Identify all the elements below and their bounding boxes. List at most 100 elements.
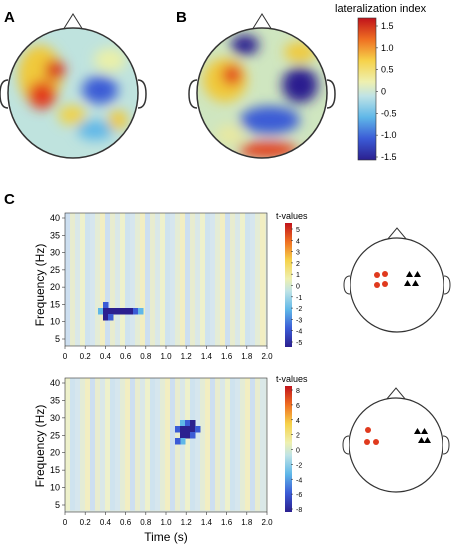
cluster-cell [175, 426, 181, 433]
colorbar-lateralization: lateralization index 1.5 1.0 0.5 0 -0.5 -1.0 -… [335, 3, 427, 162]
x-tick-label: 1.2 [181, 518, 193, 527]
colorbar-tick: 2 [296, 433, 300, 440]
y-tick-label: 15 [50, 465, 60, 475]
x-tick-label: 1.4 [201, 518, 213, 527]
colorbar-tick: -1.5 [381, 152, 397, 162]
cluster-cell [175, 438, 181, 445]
x-tick-label: 1.4 [201, 352, 213, 361]
cluster-cell [123, 308, 129, 315]
colorbar-tick: -0.5 [381, 108, 397, 118]
left-electrode-marker [373, 439, 379, 445]
cluster-cell [103, 308, 109, 315]
right-electrode-marker [418, 437, 425, 443]
cluster-cell [113, 308, 119, 315]
colorbar-title: t-values [276, 374, 308, 384]
right-electrode-marker [404, 280, 411, 286]
x-tick-label: 1.8 [241, 518, 253, 527]
y-tick-label: 5 [55, 334, 60, 344]
colorbar-tick: 1.5 [381, 21, 394, 31]
colorbar-tick: 4 [296, 238, 300, 245]
colorbar-tick: 1.0 [381, 43, 394, 53]
y-tick-label: 40 [50, 213, 60, 223]
y-tick-label: 10 [50, 483, 60, 493]
y-tick-label: 40 [50, 378, 60, 388]
colorbar-tick: 1 [296, 272, 300, 279]
colorbar-tick: 2 [296, 261, 300, 268]
colorbar-tick: -4 [296, 477, 302, 484]
colorbar-tick: 0.5 [381, 65, 394, 75]
cluster-cell [190, 426, 196, 433]
y-tick-label: 25 [50, 265, 60, 275]
cluster-cell [128, 308, 134, 315]
x-tick-label: 1.2 [181, 352, 193, 361]
y-tick-label: 35 [50, 395, 60, 405]
tf-ylabel: Frequency (Hz) [33, 405, 47, 488]
y-tick-label: 20 [50, 448, 60, 458]
x-tick-label: 0 [63, 352, 68, 361]
cluster-cell [195, 426, 201, 433]
cluster-cell [190, 420, 196, 427]
right-electrode-marker [406, 271, 413, 277]
x-tick-label: 1.6 [221, 518, 233, 527]
x-tick-label: 0.8 [140, 352, 152, 361]
cluster-cell [185, 426, 191, 433]
colorbar-tick: 4 [296, 418, 300, 425]
cluster-cell [103, 302, 109, 309]
colorbar-tick: -2 [296, 462, 302, 469]
right-electrode-marker [414, 428, 421, 434]
y-tick-label: 35 [50, 230, 60, 240]
x-tick-label: 0.6 [120, 518, 132, 527]
cluster-cell [185, 432, 191, 439]
colorbar-tick: -6 [296, 492, 302, 499]
left-electrode-marker [374, 272, 380, 278]
y-tick-label: 30 [50, 413, 60, 423]
cluster-cell [185, 420, 191, 427]
y-tick-label: 25 [50, 430, 60, 440]
left-electrode-marker [382, 271, 388, 277]
colorbar-tick: 5 [296, 227, 300, 234]
panel-label-b: B [176, 9, 187, 26]
colorbar-tick: -5 [296, 340, 302, 347]
panel-label-a: A [4, 9, 15, 26]
left-electrode-marker [382, 281, 388, 287]
cluster-cell [98, 308, 104, 315]
colorbar-tick: -4 [296, 329, 302, 336]
x-tick-label: 0.6 [120, 352, 132, 361]
x-tick-label: 2.0 [261, 352, 273, 361]
colorbar-tick: -1.0 [381, 130, 397, 140]
cluster-cell [108, 314, 114, 321]
colorbar-tick: 3 [296, 250, 300, 257]
colorbar-title: lateralization index [335, 3, 427, 15]
left-electrode-marker [364, 439, 370, 445]
x-tick-label: 1.0 [160, 352, 172, 361]
colorbar-tick: -8 [296, 507, 302, 514]
x-tick-label: 1.6 [221, 352, 233, 361]
right-electrode-marker [421, 428, 428, 434]
cluster-cell [118, 308, 124, 315]
electrode-head-top [343, 227, 451, 333]
y-tick-label: 10 [50, 317, 60, 327]
electrode-head-bottom [342, 387, 450, 493]
topomap-b [188, 13, 336, 159]
x-tick-label: 0 [63, 518, 68, 527]
x-tick-label: 1.0 [160, 518, 172, 527]
y-tick-label: 20 [50, 282, 60, 292]
x-tick-label: 0.2 [80, 518, 92, 527]
colorbar-tick: 0 [381, 87, 386, 97]
y-tick-label: 15 [50, 299, 60, 309]
y-tick-label: 30 [50, 248, 60, 258]
cluster-cell [138, 308, 144, 315]
x-tick-label: 0.2 [80, 352, 92, 361]
cluster-cell [133, 308, 139, 315]
colorbar-tick: 0 [296, 448, 300, 455]
cluster-cell [180, 420, 186, 427]
panel-label-c: C [4, 191, 15, 208]
left-electrode-marker [374, 282, 380, 288]
cluster-cell [103, 314, 109, 321]
colorbar-tick: 0 [296, 284, 300, 291]
cluster-cell [180, 438, 186, 445]
y-tick-label: 5 [55, 500, 60, 510]
right-electrode-marker [412, 280, 419, 286]
